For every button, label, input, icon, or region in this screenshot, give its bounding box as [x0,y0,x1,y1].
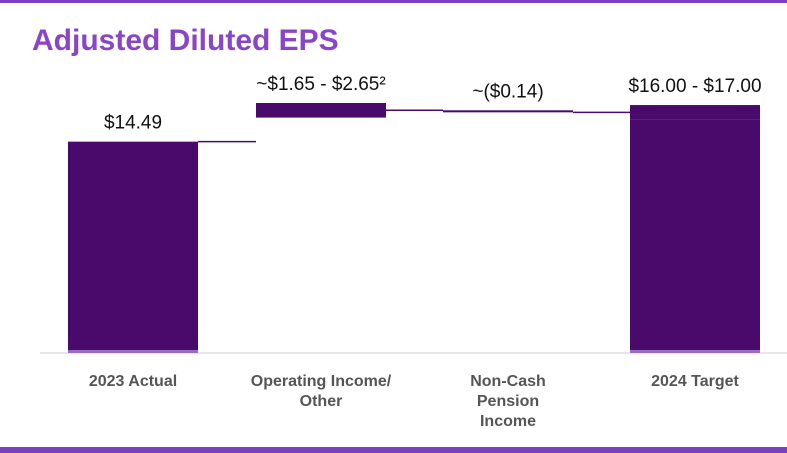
x-tick-label-box: 2024 Target [651,373,739,390]
bar [443,110,573,113]
x-tick-label: Non-Cash Pension Income [470,373,546,430]
bar-range [630,105,760,120]
bar [630,119,760,353]
x-tick-label: Operating Income/ Other [250,373,392,410]
top-rule [0,0,787,3]
bar [256,103,386,118]
x-tick-label: 2024 Target [651,373,739,390]
bottom-rule [0,447,787,453]
x-tick-label: 2023 Actual [88,373,178,390]
value-label: ~($0.14) [472,81,543,102]
x-tick-label-box: Non-Cash Pension Income [470,373,546,430]
x-tick-label-box: 2023 Actual [88,373,178,390]
value-label: $14.49 [104,113,162,134]
chart-title: Adjusted Diluted EPS [32,24,339,57]
bar [68,141,198,353]
bar-foot [630,350,760,353]
value-label: $16.00 - $17.00 [628,76,761,97]
value-label: ~$1.65 - $2.65² [256,74,385,95]
x-tick-label-box: Operating Income/ Other [250,373,392,410]
bar-foot [68,350,198,353]
